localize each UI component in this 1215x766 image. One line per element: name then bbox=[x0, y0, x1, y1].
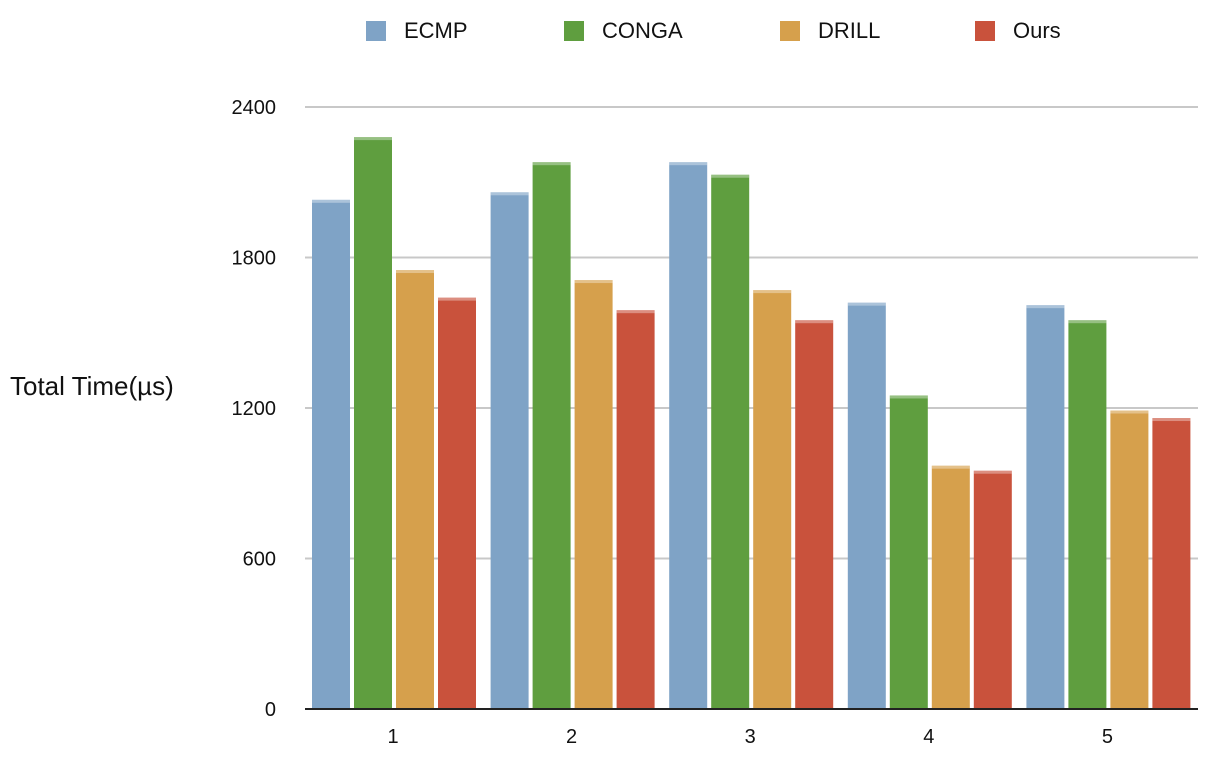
legend-swatch-ours bbox=[975, 21, 995, 41]
y-axis-label: Total Time(µs) bbox=[10, 371, 174, 401]
bar-ecmp-3 bbox=[669, 162, 708, 709]
bar-top-highlight bbox=[795, 320, 834, 324]
bar-drill-4 bbox=[931, 465, 970, 709]
legend-label-ecmp: ECMP bbox=[404, 18, 468, 43]
bar-ours-4 bbox=[973, 470, 1012, 709]
bar-top-highlight bbox=[1110, 410, 1149, 414]
bar-ecmp-4 bbox=[847, 302, 886, 709]
bar-top-highlight bbox=[973, 470, 1012, 474]
bar-top-highlight bbox=[532, 162, 571, 166]
bar-conga-1 bbox=[354, 137, 392, 710]
bar-top-highlight bbox=[1068, 320, 1107, 324]
bar-ecmp-2 bbox=[490, 192, 529, 710]
legend-label-ours: Ours bbox=[1013, 18, 1061, 43]
bar-conga-3 bbox=[711, 174, 750, 710]
bar-drill-5 bbox=[1110, 410, 1149, 709]
bar-top-highlight bbox=[889, 395, 928, 399]
bar-conga-2 bbox=[532, 162, 571, 709]
legend-label-drill: DRILL bbox=[818, 18, 880, 43]
bar-top-highlight bbox=[574, 280, 613, 284]
bar-ours-5 bbox=[1152, 418, 1191, 709]
x-tick-labels: 1 2 3 4 5 bbox=[387, 726, 1113, 748]
legend-label-conga: CONGA bbox=[602, 18, 683, 43]
bar-top-highlight bbox=[711, 174, 750, 178]
y-tick-label: 0 bbox=[265, 699, 276, 721]
bar-top-highlight bbox=[616, 310, 655, 314]
bars bbox=[312, 137, 1191, 710]
y-tick-label: 1800 bbox=[232, 248, 277, 270]
bar-ours-1 bbox=[438, 297, 476, 709]
legend: ECMP CONGA DRILL Ours bbox=[366, 18, 1061, 43]
legend-swatch-conga bbox=[564, 21, 584, 41]
bar-drill-3 bbox=[753, 290, 792, 709]
bar-top-highlight bbox=[1152, 418, 1191, 422]
bar-top-highlight bbox=[931, 465, 970, 469]
bar-drill-2 bbox=[574, 280, 613, 709]
y-tick-label: 1200 bbox=[232, 398, 277, 420]
x-tick-label: 4 bbox=[923, 726, 934, 748]
bar-top-highlight bbox=[847, 302, 886, 306]
bar-ours-3 bbox=[795, 320, 834, 709]
bar-top-highlight bbox=[753, 290, 792, 294]
y-tick-label: 600 bbox=[243, 549, 276, 571]
bar-ours-2 bbox=[616, 310, 655, 709]
bar-conga-4 bbox=[889, 395, 928, 709]
x-tick-label: 2 bbox=[566, 726, 577, 748]
bar-top-highlight bbox=[354, 137, 392, 141]
bar-top-highlight bbox=[312, 199, 350, 203]
bar-top-highlight bbox=[396, 270, 434, 274]
y-tick-labels: 0 600 1200 1800 2400 bbox=[232, 97, 277, 721]
bar-drill-1 bbox=[396, 270, 434, 709]
bar-top-highlight bbox=[438, 297, 476, 301]
y-tick-label: 2400 bbox=[232, 97, 277, 119]
legend-swatch-drill bbox=[780, 21, 800, 41]
x-tick-label: 3 bbox=[745, 726, 756, 748]
bar-conga-5 bbox=[1068, 320, 1107, 709]
bar-top-highlight bbox=[1026, 305, 1065, 309]
bar-ecmp-1 bbox=[312, 199, 350, 709]
legend-swatch-ecmp bbox=[366, 21, 386, 41]
bar-top-highlight bbox=[669, 162, 708, 166]
x-tick-label: 5 bbox=[1102, 726, 1113, 748]
x-tick-label: 1 bbox=[387, 726, 398, 748]
bar-ecmp-5 bbox=[1026, 305, 1065, 709]
bar-top-highlight bbox=[490, 192, 529, 196]
